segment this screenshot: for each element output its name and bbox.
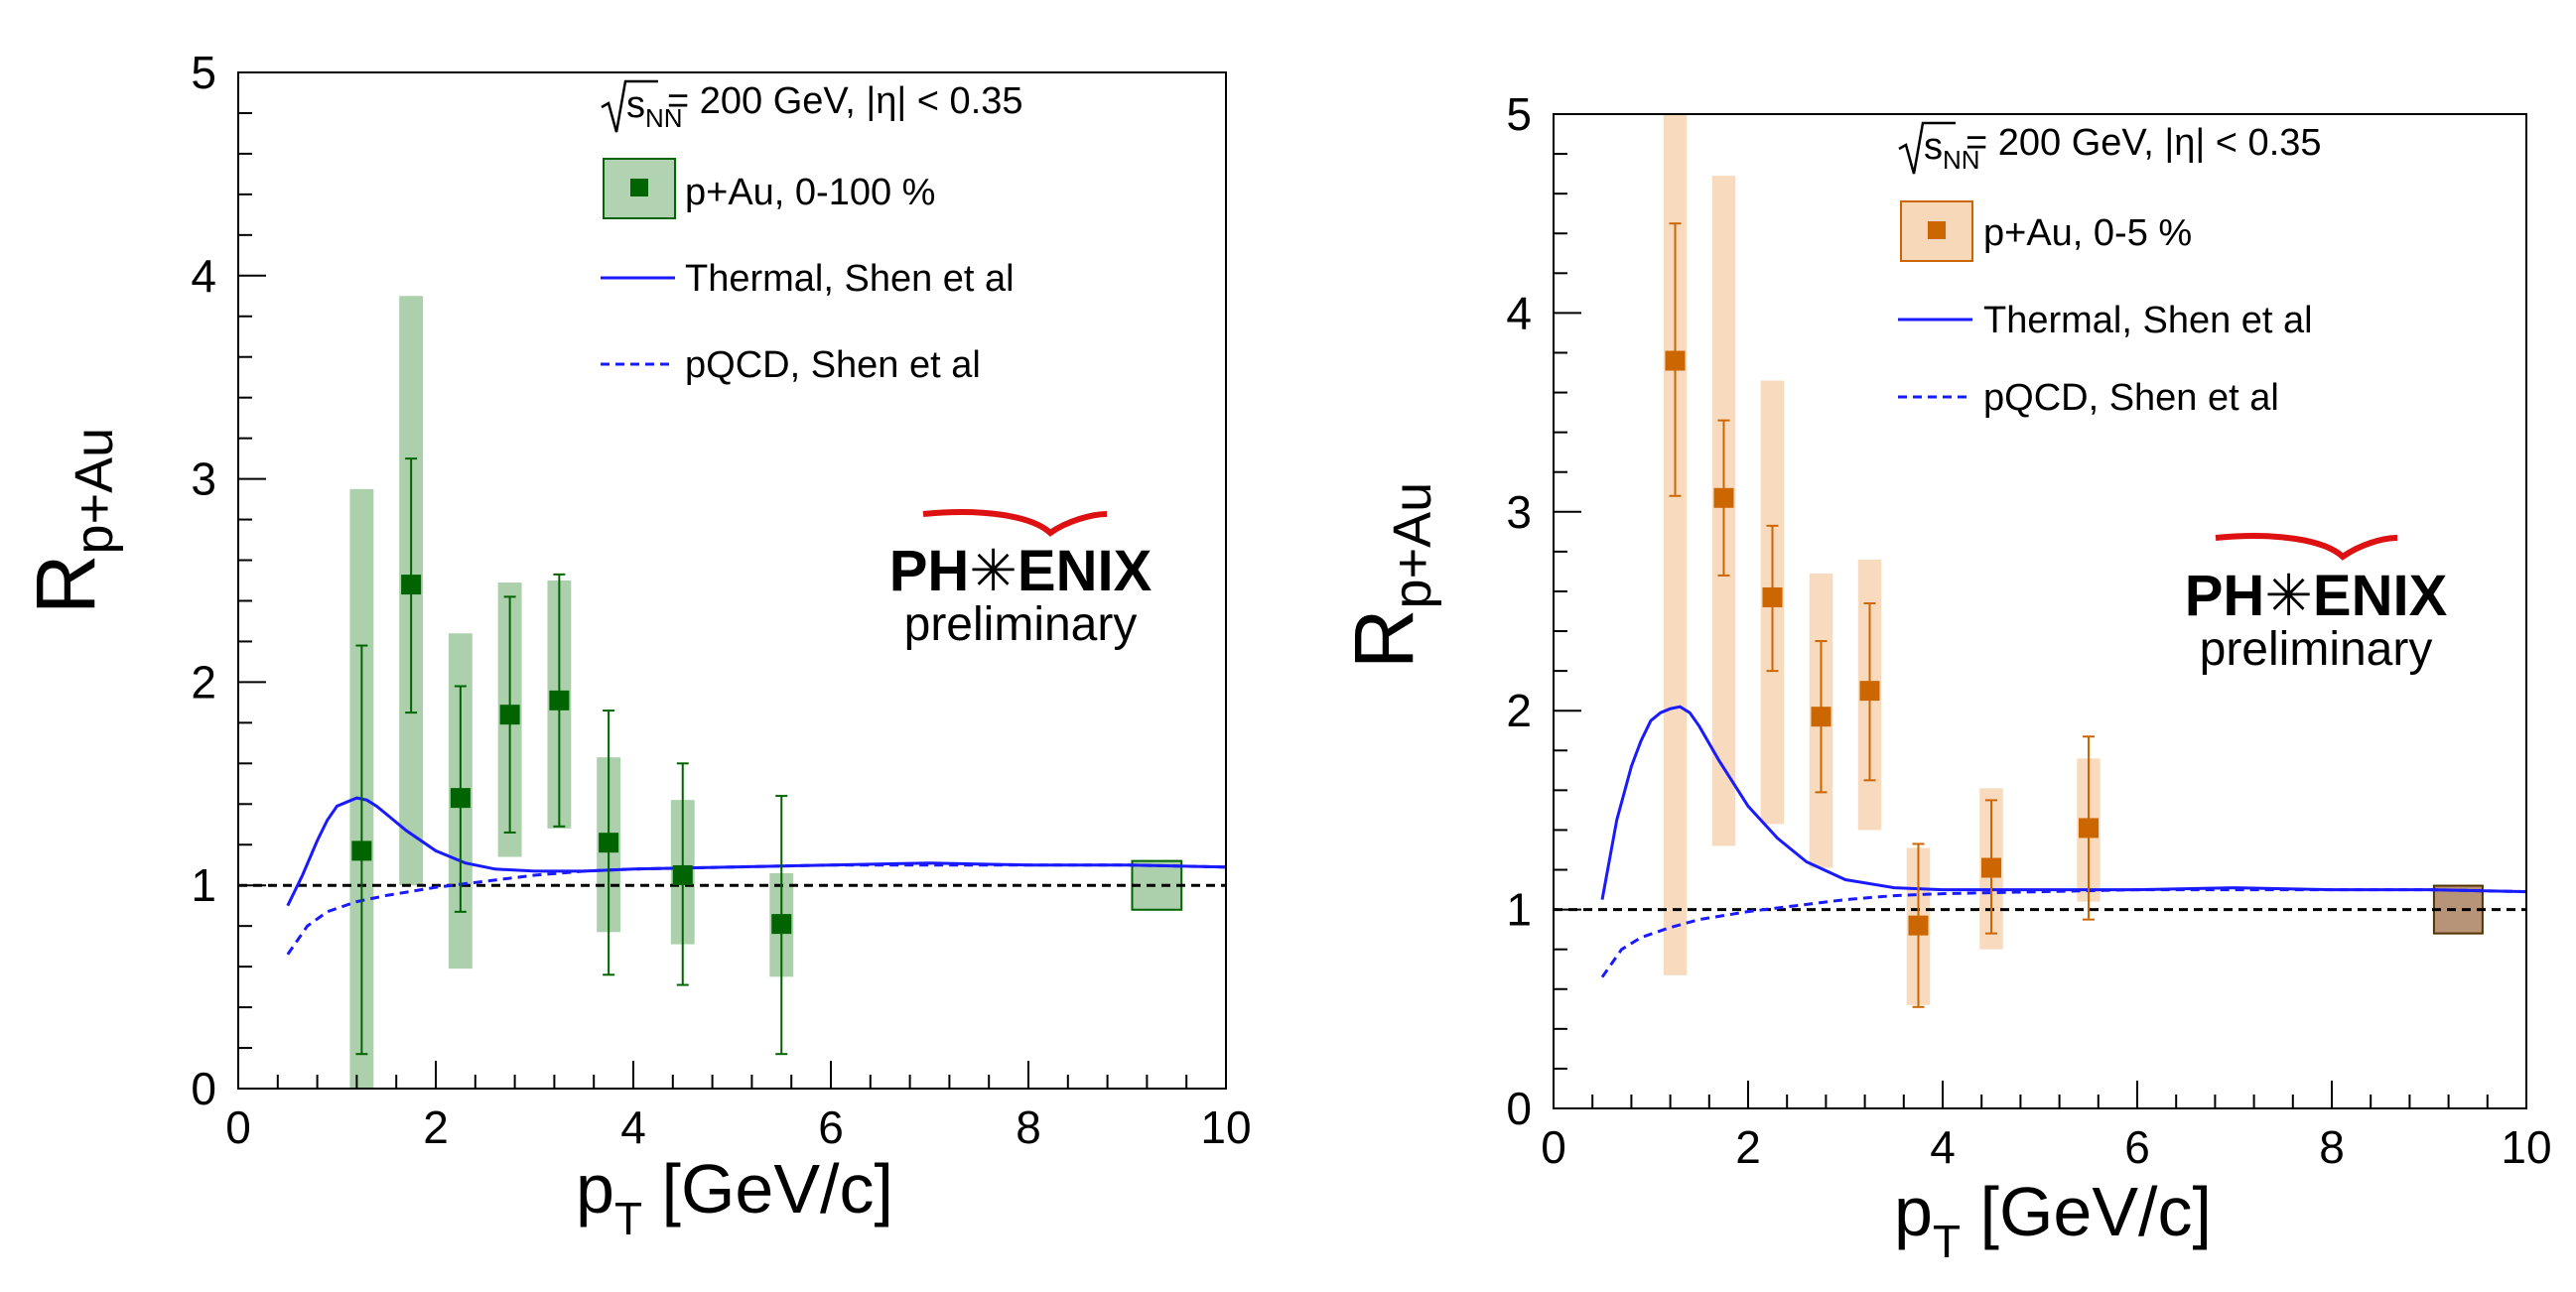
right-ytick-label-5: 5: [1506, 88, 1532, 140]
right-xtick-label-4: 8: [2319, 1121, 2345, 1173]
left-data-point-7: [771, 914, 792, 935]
right-data-point-4: [1859, 681, 1880, 702]
right-plot-frame: [1553, 113, 2527, 1109]
right-sys-box-0: [1663, 114, 1688, 975]
right-energy-label: = 200 GeV, |η| < 0.35: [1966, 122, 2322, 164]
svg-text:sNN: sNN: [626, 84, 683, 133]
right-xtick-label-2: 4: [1930, 1121, 1956, 1173]
right-xtick-label-0: 0: [1541, 1121, 1566, 1173]
left-logo-arc: [922, 509, 1108, 537]
left-plot-marks: [238, 296, 1226, 1089]
right-thermal-curve: [1600, 705, 2526, 900]
left-data-point-2: [450, 788, 471, 809]
left-data-point-5: [599, 833, 619, 853]
left-xtick-label-0: 0: [225, 1101, 251, 1153]
right-axis-ticks: 0 2 4 6 8 10 0 1 2 3 4 5: [1506, 88, 2551, 1173]
right-ytick-label-0: 0: [1506, 1083, 1532, 1134]
left-data-point-6: [672, 864, 693, 885]
left-panel: 0 2 4 6 8 10 0 1 2 3 4 5 Rp+Au pT [GeV/c] sNN = 200…: [19, 47, 1252, 1244]
left-energy-label: = 200 GeV, |η| < 0.35: [667, 80, 1023, 122]
svg-text:sNN: sNN: [1924, 126, 1980, 175]
left-plot-frame: [237, 71, 1227, 1090]
right-xtick-label-5: 10: [2501, 1121, 2551, 1173]
right-ytick-label-1: 1: [1506, 884, 1532, 936]
right-data-point-6: [1981, 857, 2001, 878]
right-data-point-2: [1762, 586, 1783, 607]
left-data-point-4: [549, 690, 570, 711]
left-logo-name: PH✳ENIX: [889, 539, 1152, 603]
right-ytick-label-3: 3: [1506, 486, 1532, 538]
right-pqcd-curve: [1600, 888, 2526, 978]
left-pqcd-curve: [286, 863, 1226, 956]
left-ytick-label-0: 0: [191, 1063, 216, 1114]
right-legend-data-label: p+Au, 0-5 %: [1983, 212, 2192, 254]
right-sqrt-sign: [1898, 121, 1956, 175]
left-xtick-label-2: 4: [620, 1101, 646, 1153]
left-ytick-label-4: 4: [191, 250, 216, 302]
right-legend: sNN = 200 GeV, |η| < 0.35 p+Au, 0-5 % Th…: [1898, 121, 2322, 419]
left-ytick-label-5: 5: [191, 47, 216, 98]
right-plot-marks: [1554, 114, 2526, 1008]
right-xtick-label-3: 6: [2124, 1121, 2150, 1173]
right-data-point-1: [1713, 487, 1734, 508]
left-axis-ticks: 0 2 4 6 8 10 0 1 2 3 4 5: [191, 47, 1251, 1153]
right-data-point-5: [1908, 915, 1929, 936]
right-legend-thermal-label: Thermal, Shen et al: [1983, 300, 2313, 341]
left-logo-sub: preliminary: [904, 598, 1138, 651]
left-xtick-label-4: 8: [1016, 1101, 1041, 1153]
right-logo-name: PH✳ENIX: [2185, 564, 2448, 628]
left-data-point-0: [351, 840, 372, 861]
left-legend-data-label: p+Au, 0-100 %: [685, 172, 935, 213]
right-legend-data-marker: [1928, 221, 1946, 239]
right-ytick-label-4: 4: [1506, 287, 1532, 338]
left-legend-data-marker: [630, 179, 648, 196]
left-legend-thermal-label: Thermal, Shen et al: [685, 258, 1015, 300]
right-logo-sub: preliminary: [2200, 623, 2433, 676]
left-ytick-label-3: 3: [191, 453, 216, 505]
right-data-point-3: [1811, 707, 1831, 727]
right-data-point-0: [1665, 350, 1686, 371]
right-ylabel: Rp+Au: [1337, 482, 1442, 669]
left-xtick-label-5: 10: [1200, 1101, 1251, 1153]
left-xtick-label-3: 6: [818, 1101, 844, 1153]
right-legend-pqcd-label: pQCD, Shen et al: [1983, 377, 2279, 419]
left-legend: sNN = 200 GeV, |η| < 0.35 p+Au, 0-100 % …: [601, 79, 1023, 386]
right-xlabel: pT [GeV/c]: [1894, 1173, 2212, 1267]
left-legend-pqcd-label: pQCD, Shen et al: [685, 344, 981, 386]
right-data-point-7: [2079, 818, 2099, 839]
left-phenix-logo: PH✳ENIX preliminary: [889, 509, 1152, 651]
right-phenix-logo: PH✳ENIX preliminary: [2185, 533, 2448, 676]
left-data-point-3: [499, 705, 520, 725]
right-xtick-label-1: 2: [1735, 1121, 1761, 1173]
left-thermal-curve: [286, 796, 1226, 907]
left-xlabel: pT [GeV/c]: [576, 1150, 893, 1244]
left-sqrt-sign: [601, 79, 658, 133]
right-ytick-label-2: 2: [1506, 685, 1532, 736]
right-normalization-box: [2432, 884, 2484, 935]
left-ytick-label-1: 1: [191, 859, 216, 911]
right-panel: 0 2 4 6 8 10 0 1 2 3 4 5 Rp+Au pT [GeV/c] sNN = 200…: [1337, 88, 2552, 1267]
left-data-point-1: [401, 575, 422, 595]
right-logo-arc: [2215, 533, 2398, 561]
left-xtick-label-1: 2: [423, 1101, 449, 1153]
left-ylabel: Rp+Au: [19, 428, 124, 614]
left-ytick-label-2: 2: [191, 656, 216, 708]
